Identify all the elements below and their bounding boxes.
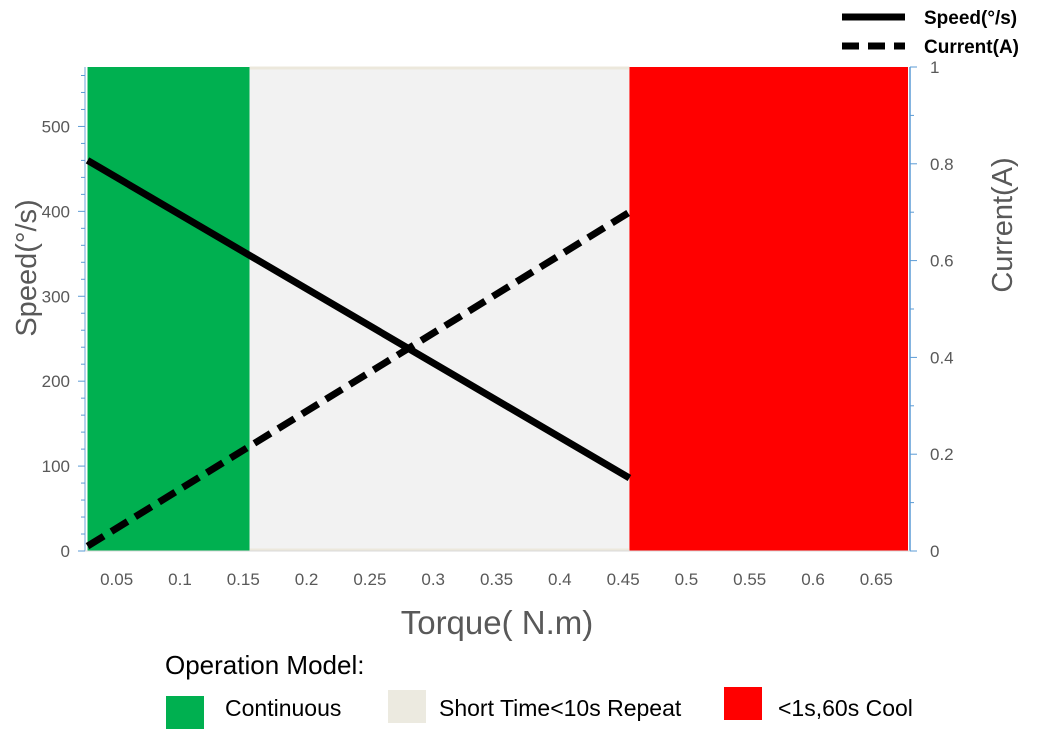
series-legend: Speed(°/s) Current(A) (842, 8, 1019, 58)
y2-axis-title: Current(A) (987, 157, 1019, 292)
y2-tick-label: 0.2 (930, 445, 954, 464)
zone-2 (629, 67, 908, 551)
zone-legend-label-2: <1s,60s Cool (778, 695, 913, 721)
axes-layer (78, 66, 917, 552)
series-layer (85, 157, 632, 550)
y2-tick-label: 0.8 (930, 155, 954, 174)
zone-legend: Continuous Short Time<10s Repeat <1s,60s C… (166, 687, 913, 729)
y2-tick-label: 0 (930, 542, 939, 561)
x-tick-label: 0.6 (801, 570, 825, 589)
x-tick-label: 0.55 (733, 570, 766, 589)
x-tick-label: 0.4 (548, 570, 572, 589)
y-tick-label: 100 (42, 457, 70, 476)
x-tick-label: 0.05 (100, 570, 133, 589)
series-line-1 (85, 209, 632, 550)
zone-legend-title: Operation Model: (165, 650, 364, 680)
zone-legend-label-0: Continuous (225, 695, 341, 721)
y-tick-label: 0 (61, 542, 70, 561)
x-tick-label: 0.45 (607, 570, 640, 589)
x-tick-label: 0.3 (421, 570, 445, 589)
x-tick-label: 0.25 (353, 570, 386, 589)
zone-legend-swatch-0 (166, 696, 204, 729)
x-tick-label: 0.65 (860, 570, 893, 589)
y-tick-label: 200 (42, 372, 70, 391)
legend-current-label: Current(A) (924, 37, 1019, 58)
legend-speed-label: Speed(°/s) (924, 8, 1017, 29)
zone-1 (249, 67, 630, 551)
zone-0 (87, 67, 250, 551)
series-line-0 (85, 157, 632, 481)
zones-layer (87, 66, 908, 552)
x-axis-title: Torque( N.m) (401, 604, 594, 641)
x-tick-label: 0.1 (168, 570, 192, 589)
x-tick-label: 0.2 (295, 570, 319, 589)
x-tick-label: 0.5 (675, 570, 699, 589)
y2-tick-label: 0.4 (930, 348, 954, 367)
y2-tick-label: 0.6 (930, 252, 954, 271)
zone-legend-swatch-1 (388, 690, 426, 723)
x-tick-label: 0.15 (227, 570, 260, 589)
y-axis-title: Speed(°/s) (11, 199, 43, 336)
x-tick-label: 0.35 (480, 570, 513, 589)
zone-legend-swatch-2 (724, 687, 762, 720)
y-tick-label: 300 (42, 287, 70, 306)
y-tick-label: 400 (42, 202, 70, 221)
ticks-layer: 0.05 0.1 0.15 0.2 0.25 0.3 0.35 0.4 0.45 0.5 0.55 0… (42, 58, 954, 589)
y-tick-label: 500 (42, 117, 70, 136)
zone-legend-label-1: Short Time<10s Repeat (439, 695, 682, 721)
y2-tick-label: 1 (930, 58, 939, 77)
